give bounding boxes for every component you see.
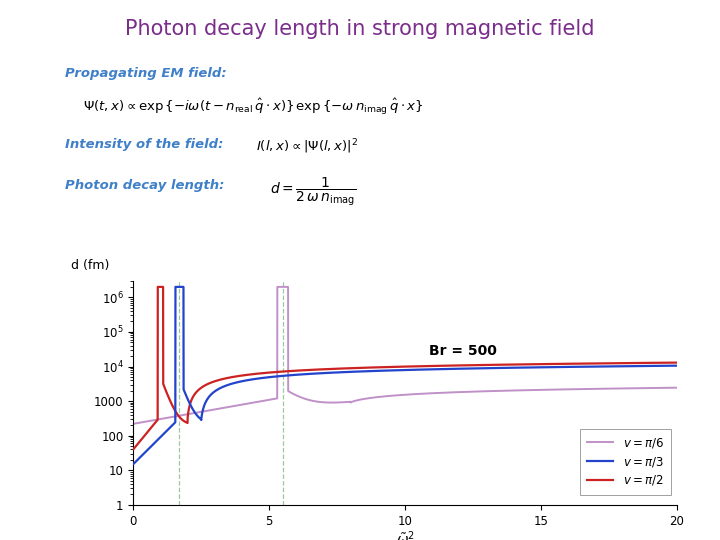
Text: Photon decay length:: Photon decay length: [65, 179, 224, 192]
Text: Photon decay length in strong magnetic field: Photon decay length in strong magnetic f… [125, 19, 595, 39]
Text: Propagating EM field:: Propagating EM field: [65, 68, 226, 80]
Text: Intensity of the field:: Intensity of the field: [65, 138, 223, 151]
Text: $d = \dfrac{1}{2\,\omega\,n_{\rm imag}}$: $d = \dfrac{1}{2\,\omega\,n_{\rm imag}}$ [270, 176, 356, 208]
Text: Br = 500: Br = 500 [429, 343, 498, 357]
X-axis label: $\tilde{\omega}^2$: $\tilde{\omega}^2$ [395, 529, 415, 540]
Text: $\Psi(t,\mathbf{\mathit{x}}) \propto \exp\{-i\omega(t - n_{\rm real}\,\hat{q}\cd: $\Psi(t,\mathbf{\mathit{x}}) \propto \ex… [83, 97, 423, 117]
Legend: $v = \pi/6$, $v = \pi/3$, $v = \pi/2$: $v = \pi/6$, $v = \pi/3$, $v = \pi/2$ [580, 429, 671, 495]
Text: d (fm): d (fm) [71, 259, 109, 272]
Text: $I(l,\mathbf{\mathit{x}}) \propto |\Psi(l,\mathbf{\mathit{x}})|^2$: $I(l,\mathbf{\mathit{x}}) \propto |\Psi(… [256, 138, 358, 156]
